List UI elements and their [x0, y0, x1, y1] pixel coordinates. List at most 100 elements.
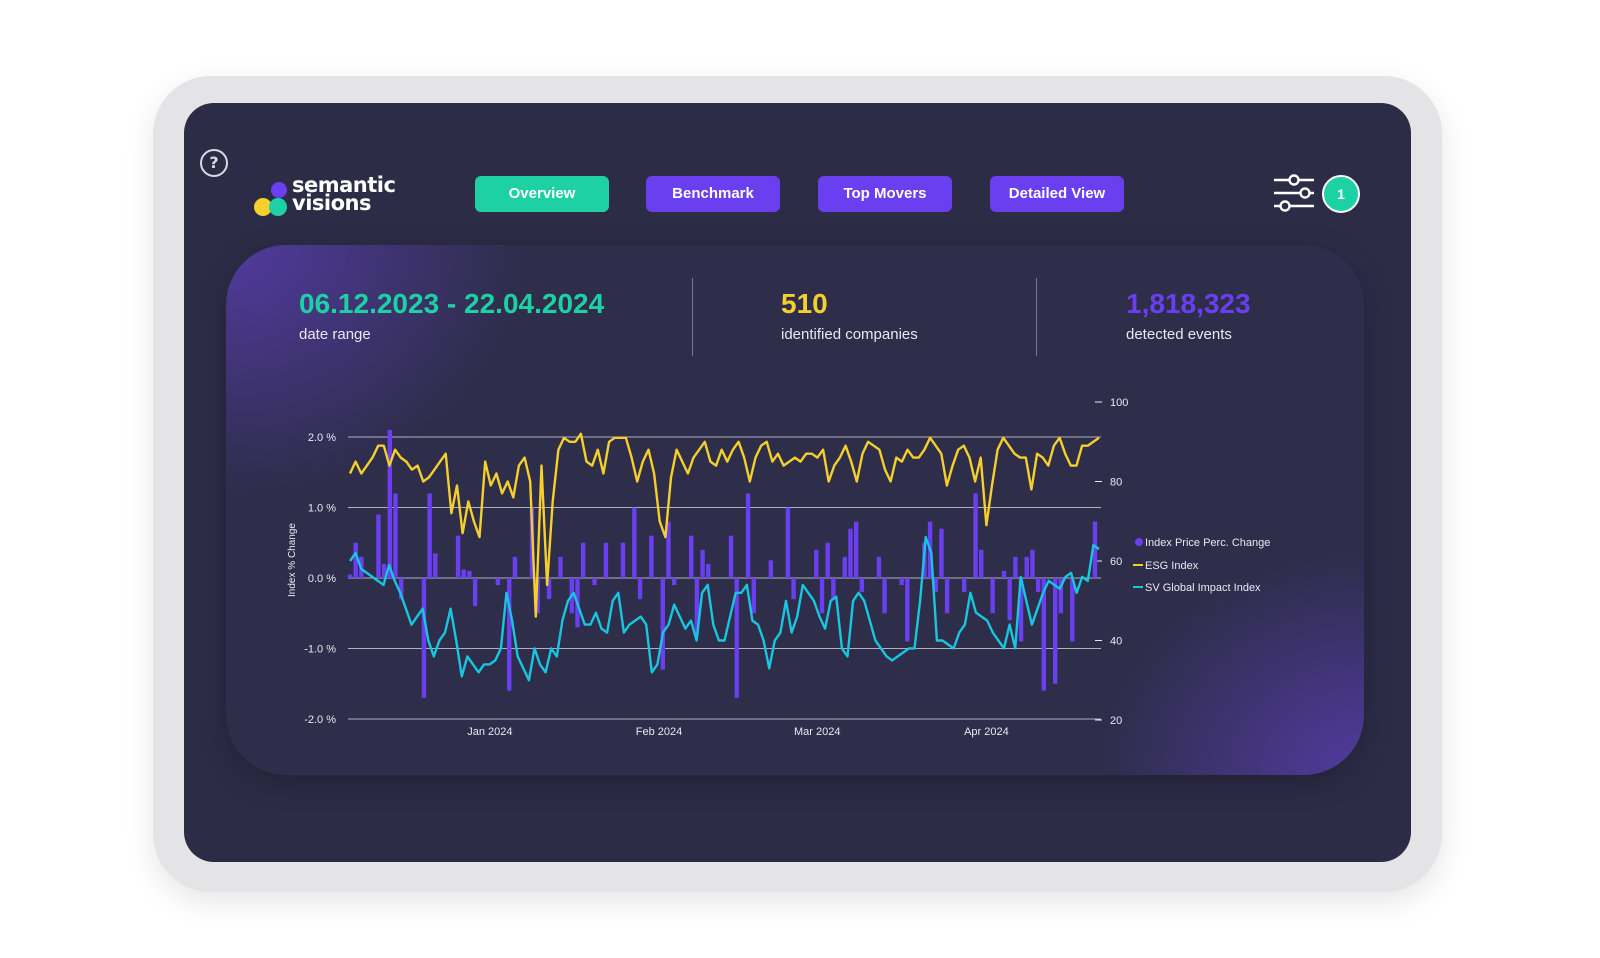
kpi-events: 1,818,323 detected events [1126, 287, 1251, 345]
help-icon[interactable]: ? [200, 149, 228, 177]
x-tick-label: Apr 2024 [964, 726, 1009, 738]
bar [381, 563, 387, 578]
impact-index-line [349, 535, 1100, 682]
bar [979, 549, 984, 578]
bar [393, 493, 398, 578]
bar [842, 556, 847, 578]
logo-text: semantic visions [292, 173, 396, 215]
bar [467, 570, 472, 578]
y-right-tick-label: 40 [1110, 636, 1122, 648]
bar [831, 578, 836, 600]
bar [1024, 556, 1029, 578]
y-right-tick-label: 60 [1110, 556, 1122, 568]
index-chart: 2.0 % 1.0 % 0.0 % -1.0 % -2.0 % 100 80 60 40 20 Ja… [287, 397, 1270, 738]
kpi-date-range-value: 06.12.2023 - 22.04.2024 [299, 288, 605, 319]
bar [1030, 549, 1035, 578]
tab-overview[interactable]: Overview [475, 176, 609, 212]
bar [1007, 578, 1012, 621]
bar [819, 578, 825, 614]
y-left-tick-label: 1.0 % [308, 503, 336, 515]
dashboard-screen: ? semantic visions Overview Benchmark Top… [184, 103, 1411, 862]
bar [944, 578, 950, 614]
bar [825, 542, 830, 578]
logo-dot-green [269, 198, 287, 216]
kpi-events-label: detected events [1126, 326, 1232, 343]
bar [905, 578, 910, 642]
y-left-tick-label: 2.0 % [308, 432, 336, 444]
logo-mark-icon [271, 182, 287, 198]
bar [512, 556, 518, 578]
bar [637, 578, 643, 600]
bar [495, 578, 501, 586]
y-left-tick-label: 0.0 % [308, 573, 336, 585]
bar [472, 578, 478, 607]
bar [768, 560, 774, 578]
bar [785, 507, 791, 578]
bar [427, 493, 432, 578]
bar [666, 521, 671, 578]
kpi-divider [1036, 278, 1037, 356]
bar [728, 535, 734, 578]
tab-benchmark[interactable]: Benchmark [646, 176, 780, 212]
kpi-divider [692, 278, 693, 356]
legend-entry: SV Global Impact Index [1145, 582, 1261, 594]
bar [1058, 578, 1064, 614]
bar [421, 578, 427, 698]
bar [706, 563, 711, 578]
logo-dot-yellow [254, 198, 272, 216]
bar [734, 578, 739, 698]
y-left-tick-label: -1.0 % [304, 644, 336, 656]
logo-line-2: visions [292, 191, 371, 215]
x-tick-label: Feb 2024 [636, 726, 682, 738]
logo: semantic visions [254, 173, 414, 216]
bar [1013, 556, 1018, 578]
bar [592, 578, 597, 586]
bar [859, 578, 865, 593]
bar [353, 542, 358, 578]
kpi-companies: 510 identified companies [781, 287, 918, 345]
bar [376, 514, 381, 578]
bar [1018, 578, 1024, 642]
bar [961, 578, 967, 593]
tab-detailed-view[interactable]: Detailed View [990, 176, 1124, 212]
kpi-date-range: 06.12.2023 - 22.04.2024 date range [299, 287, 604, 345]
bar [455, 535, 461, 578]
bar [933, 578, 938, 593]
legend-entry: Index Price Perc. Change [1145, 537, 1270, 549]
bar [546, 578, 552, 600]
bar [580, 542, 586, 578]
overview-card: 06.12.2023 - 22.04.2024 date range 510 i… [226, 245, 1364, 775]
bar [990, 578, 995, 614]
kpi-date-range-label: date range [299, 326, 371, 343]
bar [507, 578, 512, 691]
bar [848, 528, 853, 578]
bar [882, 578, 887, 614]
filter-count-badge[interactable]: 1 [1322, 175, 1360, 213]
y-right-tick-label: 100 [1110, 397, 1128, 409]
filter-sliders-icon[interactable] [1272, 173, 1316, 213]
tab-top-movers[interactable]: Top Movers [818, 176, 952, 212]
bar [558, 556, 563, 578]
logo-line-1: semantic [292, 173, 396, 197]
bar [899, 578, 904, 586]
bar [973, 493, 978, 578]
bar [689, 535, 694, 578]
y-right-tick-label: 20 [1110, 715, 1122, 727]
bar [433, 553, 438, 578]
bar [603, 542, 609, 578]
x-tick-label: Mar 2024 [794, 726, 840, 738]
bar [700, 549, 705, 578]
bar [751, 578, 756, 614]
bar [671, 578, 677, 586]
bar [620, 542, 626, 578]
bar [1052, 578, 1058, 684]
bar [1001, 570, 1007, 578]
bar [745, 493, 751, 578]
bar [632, 507, 637, 578]
y-axis-label: Index % Change [287, 523, 298, 597]
bar [347, 574, 353, 578]
bar [791, 578, 796, 600]
bar [1035, 578, 1041, 593]
bar [876, 556, 882, 578]
legend-entry: ESG Index [1145, 560, 1199, 572]
